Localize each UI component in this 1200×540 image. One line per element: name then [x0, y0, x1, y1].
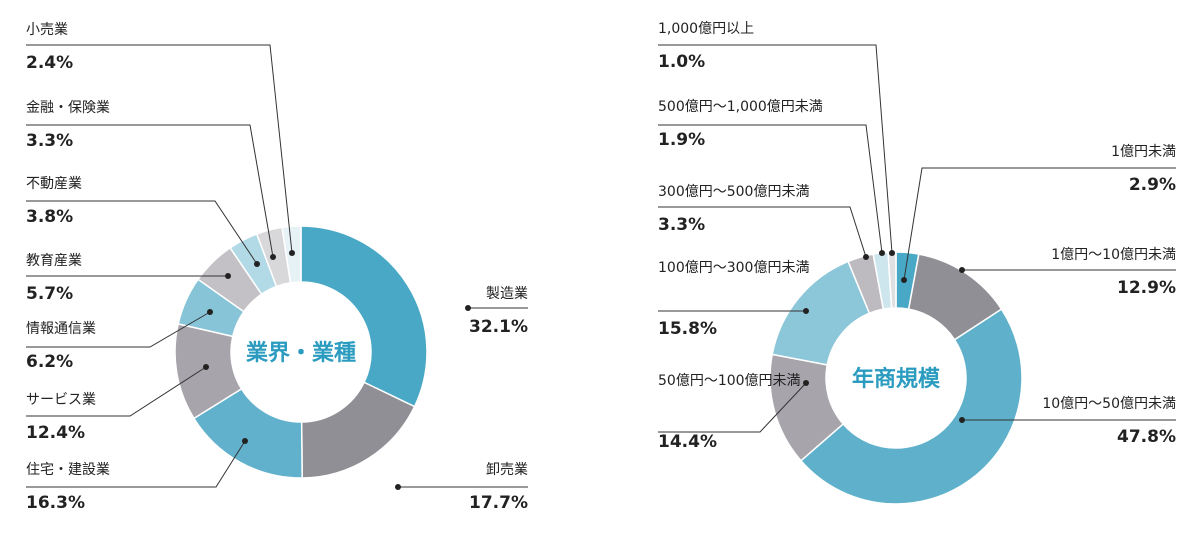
slice-label-manufacturing: 製造業 — [486, 286, 528, 302]
donut-chart-industry: 製造業 32.1% 卸売業 17.7% 住宅・建設業 16.3% サービス業 12.4% 情報通… — [26, 22, 528, 513]
slice-label-real-estate: 不動産業 — [26, 176, 82, 192]
slice-value-under-100m: 2.9% — [1129, 175, 1176, 195]
slice-label-education: 教育産業 — [26, 253, 82, 269]
slice-manufacturing — [300, 225, 428, 408]
leader-line-5b-10b — [658, 382, 807, 433]
leader-line-50b-100b — [658, 124, 883, 254]
slice-label-5b-10b: 50億円～100億円未満 — [658, 373, 801, 389]
slice-value-real-estate: 3.8% — [26, 207, 73, 227]
slice-label-10b-30b: 100億円～300億円未満 — [658, 260, 809, 276]
leader-dot-5b-10b — [803, 380, 809, 386]
donut-chart-annual-sales: 1億円未満 2.9% 1億円～10億円未満 12.9% 10億円～50億円未満 47.8%… — [658, 21, 1176, 505]
slice-value-1b-5b: 47.8% — [1117, 427, 1176, 447]
slice-value-5b-10b: 14.4% — [658, 432, 717, 452]
leader-dot-over-100b — [889, 250, 895, 256]
slice-label-services: サービス業 — [26, 392, 96, 408]
slice-value-manufacturing: 32.1% — [469, 317, 528, 337]
leader-dot-under-100m — [901, 277, 907, 283]
slice-value-wholesale: 17.7% — [469, 493, 528, 513]
leader-dot-it-communication — [207, 309, 213, 315]
slice-1b-5b — [799, 308, 1023, 505]
donut-center-title: 年商規模 — [852, 366, 941, 392]
leader-line-retail — [26, 44, 293, 254]
leader-line-finance-insurance — [26, 124, 274, 258]
slice-label-housing-construction: 住宅・建設業 — [26, 462, 110, 478]
leader-line-it-communication — [26, 311, 211, 348]
leader-line-30b-50b — [658, 206, 867, 258]
slice-label-it-communication: 情報通信業 — [26, 321, 96, 337]
slice-label-100m-1b: 1億円～10億円未満 — [1051, 247, 1176, 263]
donut-center-title: 業界・業種 — [246, 341, 356, 366]
slice-label-over-100b: 1,000億円以上 — [658, 21, 754, 37]
slice-value-education: 5.7% — [26, 284, 73, 304]
leader-line-over-100b — [658, 44, 893, 254]
slice-value-services: 12.4% — [26, 423, 85, 443]
leader-dot-30b-50b — [863, 254, 869, 260]
leader-dot-wholesale — [395, 484, 401, 490]
leader-dot-retail — [289, 250, 295, 256]
leader-line-real-estate — [26, 200, 258, 265]
slice-label-1b-5b: 10億円～50億円未満 — [1042, 396, 1176, 412]
leader-dot-manufacturing — [465, 305, 471, 311]
slice-value-retail: 2.4% — [26, 53, 73, 73]
slice-value-housing-construction: 16.3% — [26, 493, 85, 513]
slice-label-50b-100b: 500億円～1,000億円未満 — [658, 99, 823, 115]
leader-dot-real-estate — [254, 261, 260, 267]
slice-value-100m-1b: 12.9% — [1117, 278, 1176, 298]
leader-dot-1b-5b — [959, 417, 965, 423]
slice-label-wholesale: 卸売業 — [486, 462, 528, 478]
slice-value-50b-100b: 1.9% — [658, 130, 705, 150]
leader-line-services — [26, 366, 207, 417]
leader-dot-housing-construction — [242, 438, 248, 444]
leader-line-under-100m — [903, 167, 1176, 281]
slice-label-retail: 小売業 — [26, 22, 68, 38]
leader-line-housing-construction — [26, 440, 246, 488]
leader-dot-10b-30b — [803, 308, 809, 314]
slice-label-30b-50b: 300億円～500億円未満 — [658, 184, 809, 200]
leader-dot-services — [203, 364, 209, 370]
slice-value-it-communication: 6.2% — [26, 352, 73, 372]
leader-dot-finance-insurance — [270, 254, 276, 260]
slice-value-30b-50b: 3.3% — [658, 215, 705, 235]
slice-value-over-100b: 1.0% — [658, 52, 705, 72]
slice-value-10b-30b: 15.8% — [658, 319, 717, 339]
leader-dot-50b-100b — [879, 250, 885, 256]
slice-label-finance-insurance: 金融・保険業 — [26, 100, 110, 116]
slice-label-under-100m: 1億円未満 — [1111, 144, 1176, 160]
slice-value-finance-insurance: 3.3% — [26, 131, 73, 151]
leader-dot-100m-1b — [959, 267, 965, 273]
leader-dot-education — [225, 273, 231, 279]
